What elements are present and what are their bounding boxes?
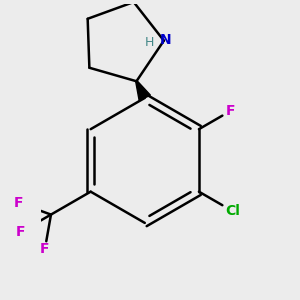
Text: F: F: [226, 104, 235, 118]
Text: F: F: [40, 242, 50, 256]
Polygon shape: [136, 81, 150, 101]
Text: F: F: [13, 196, 23, 210]
Text: H: H: [145, 36, 154, 49]
Text: F: F: [16, 225, 26, 239]
Text: Cl: Cl: [225, 204, 240, 218]
Text: N: N: [160, 33, 172, 46]
